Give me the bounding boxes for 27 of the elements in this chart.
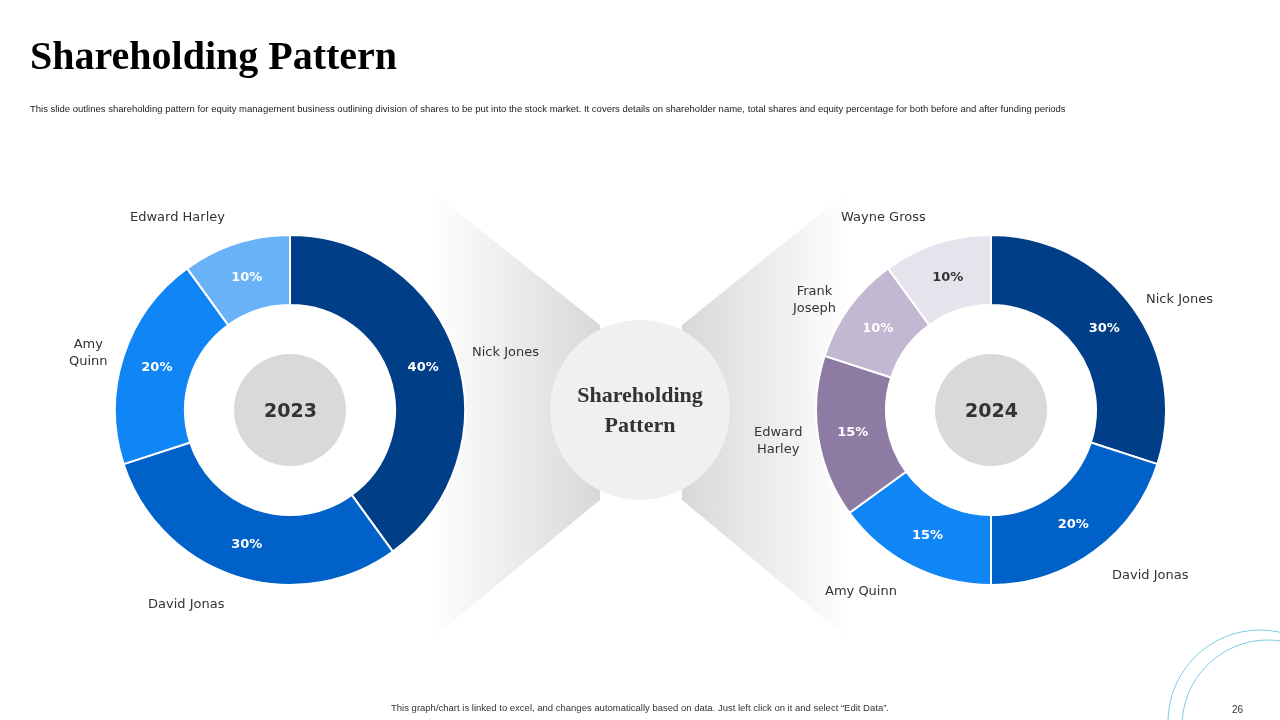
slice-label: Edward Harley [754,424,803,456]
text: 26 [1232,704,1244,715]
text: This slide outlines shareholding pattern for equity management business outlining division of shares to be put into the stock market. It covers details on shareholder name, total shares and equity percentage for both before and after funding periods [30,103,1067,114]
data-label: 15% [837,424,869,440]
data-label: 15% [911,527,943,543]
data-label: 20% [1057,515,1089,531]
slice-label: David Jonas [1112,567,1189,582]
slice-label: Wayne Gross [841,209,926,224]
slice-label: Edward Harley [130,209,226,224]
data-label: 30% [231,535,263,551]
data-label: 40% [407,359,439,375]
slice-label: David Jonas [148,596,225,611]
data-label: 10% [862,320,894,336]
text: 2024 [965,399,1018,421]
slice-label: Nick Jones [1146,291,1214,306]
text: This graph/chart is linked to excel, and changes automatically based on data. Just left click on it and select “Edit Data”. [391,702,889,713]
data-label: 10% [231,269,263,285]
slice-label: Amy Quinn [69,336,108,368]
text: Shareholding Pattern [550,320,730,500]
text: 2023 [264,399,317,421]
text: Shareholding Pattern [30,32,398,79]
slice-label: Amy Quinn [825,583,897,598]
slice-label: Nick Jones [472,344,540,359]
data-label: 30% [1088,320,1120,336]
data-label: 10% [932,269,964,285]
slice-label: Frank Joseph [792,283,837,315]
data-label: 20% [141,359,173,375]
